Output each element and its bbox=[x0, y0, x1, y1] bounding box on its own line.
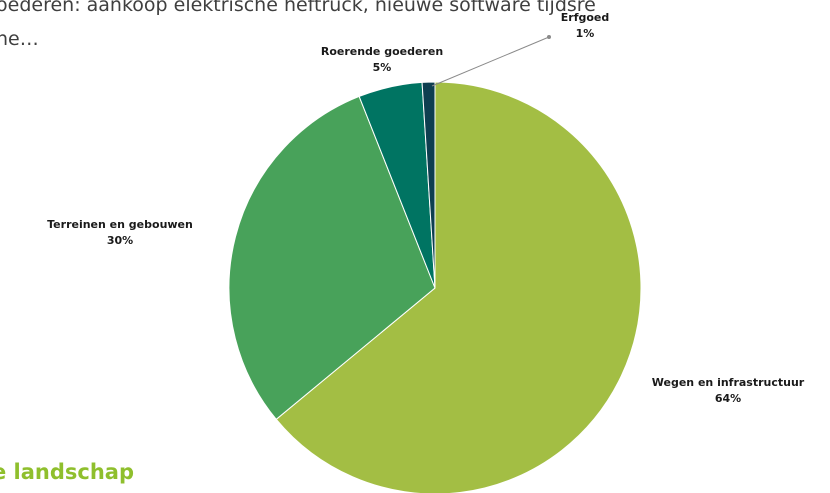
slice-label-erfgoed: Erfgoed bbox=[561, 11, 610, 24]
slice-labels: Wegen en infrastructuur 64% Terreinen en g… bbox=[47, 11, 805, 405]
slice-value-wegen-en-infrastructuur: 64% bbox=[715, 392, 741, 405]
pie-slices bbox=[228, 81, 642, 493]
slice-label-roerende-goederen: Roerende goederen bbox=[321, 45, 443, 58]
slice-value-roerende-goederen: 5% bbox=[373, 61, 392, 74]
intro-text: oederen: aankoop elektrische heftruck, n… bbox=[0, 0, 596, 50]
slice-value-terreinen-en-gebouwen: 30% bbox=[107, 234, 133, 247]
slice-label-wegen-en-infrastructuur: Wegen en infrastructuur bbox=[652, 376, 805, 389]
leader-dot-erfgoed bbox=[547, 35, 551, 39]
leader-line-erfgoed bbox=[431, 36, 550, 87]
leader-lines bbox=[431, 35, 551, 87]
pie-slice-wegen-en-infrastructuur bbox=[275, 81, 642, 493]
slice-value-erfgoed: 1% bbox=[576, 27, 595, 40]
pie-slice-erfgoed bbox=[421, 81, 436, 289]
slice-label-terreinen-en-gebouwen: Terreinen en gebouwen bbox=[47, 218, 193, 231]
pie-slice-terreinen-en-gebouwen bbox=[228, 95, 436, 421]
section-heading: e landschap bbox=[0, 460, 135, 484]
